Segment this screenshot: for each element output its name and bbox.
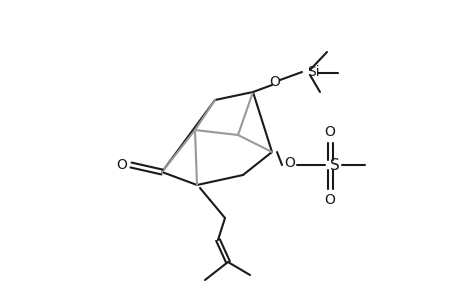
Text: Si: Si <box>306 65 319 79</box>
Text: S: S <box>330 158 339 172</box>
Text: O: O <box>324 125 335 139</box>
Text: O: O <box>284 156 295 170</box>
Text: O: O <box>324 193 335 207</box>
Text: O: O <box>116 158 127 172</box>
Text: O: O <box>269 75 280 89</box>
